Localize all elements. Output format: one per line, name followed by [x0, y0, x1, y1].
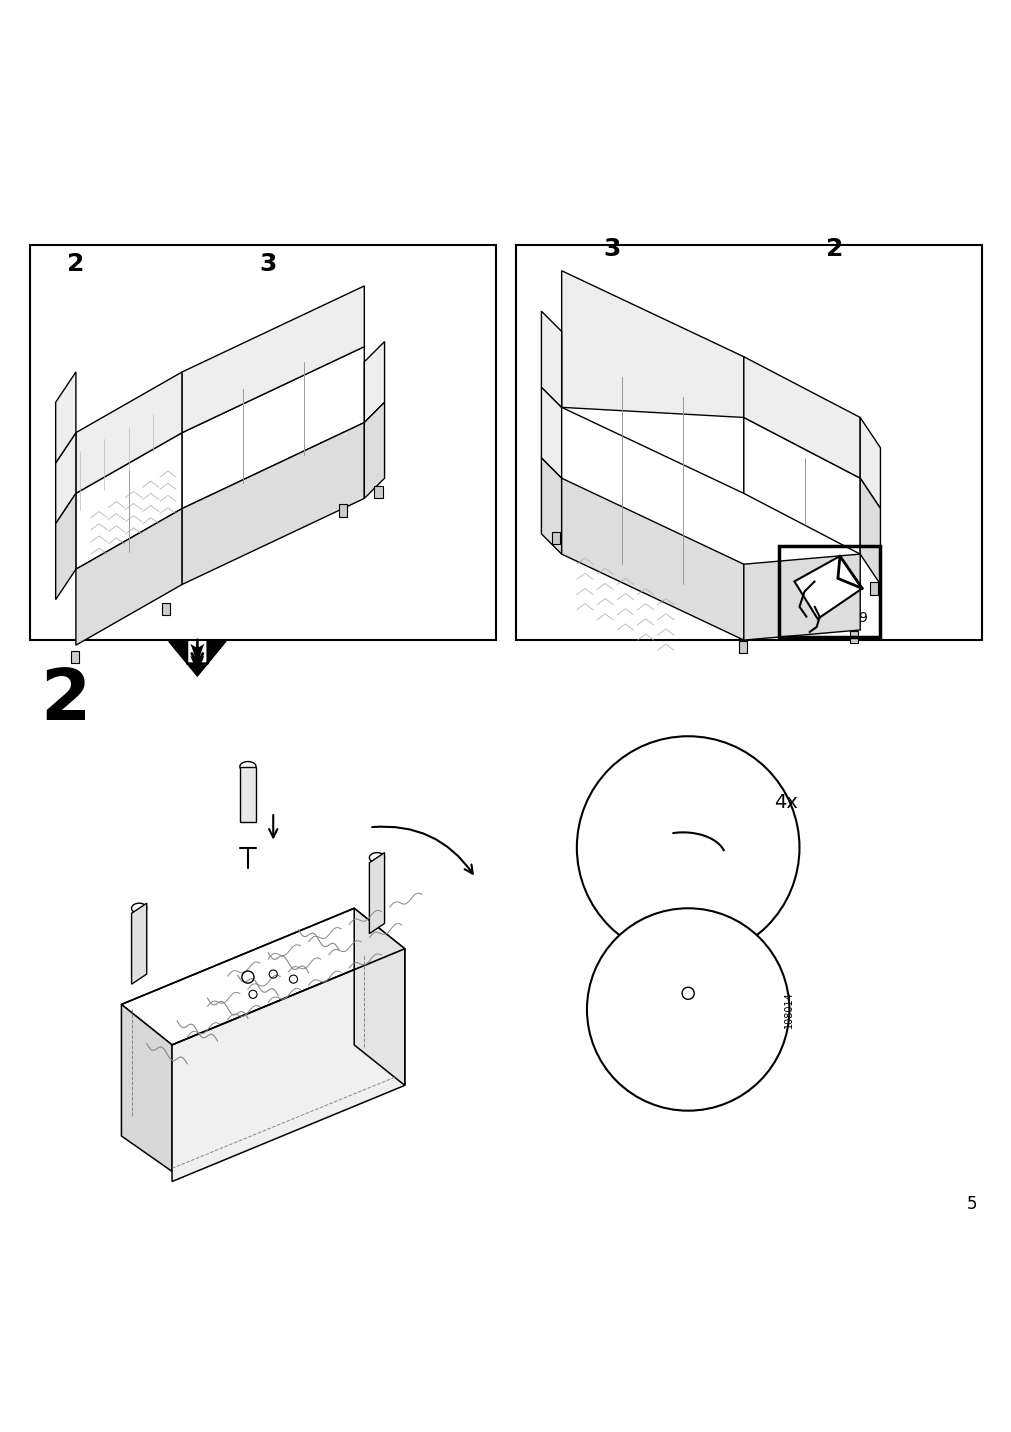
Bar: [71, 652, 79, 663]
Polygon shape: [364, 342, 384, 422]
Polygon shape: [859, 478, 880, 584]
Polygon shape: [660, 766, 705, 884]
Text: 3: 3: [603, 236, 621, 261]
Polygon shape: [182, 347, 364, 508]
Polygon shape: [743, 418, 859, 554]
Polygon shape: [859, 418, 880, 508]
Polygon shape: [794, 556, 861, 619]
Polygon shape: [743, 357, 859, 478]
Polygon shape: [541, 458, 561, 554]
Polygon shape: [182, 286, 364, 432]
Bar: [374, 487, 382, 498]
Text: 4x: 4x: [773, 792, 798, 812]
Polygon shape: [240, 766, 256, 822]
Bar: [657, 987, 718, 1000]
Text: 108014: 108014: [784, 991, 794, 1028]
Polygon shape: [364, 402, 384, 498]
Polygon shape: [541, 387, 561, 478]
Polygon shape: [369, 852, 384, 934]
Polygon shape: [743, 554, 859, 640]
Bar: [869, 583, 878, 594]
Text: 5: 5: [966, 1194, 976, 1213]
Polygon shape: [541, 311, 561, 407]
Polygon shape: [121, 908, 404, 1045]
Polygon shape: [56, 432, 76, 524]
Bar: [162, 603, 170, 614]
Bar: [849, 632, 857, 643]
Circle shape: [576, 736, 799, 959]
Polygon shape: [169, 642, 225, 676]
Polygon shape: [561, 478, 743, 640]
Bar: [516, 245, 981, 640]
Polygon shape: [561, 271, 743, 418]
Polygon shape: [56, 372, 76, 463]
Polygon shape: [76, 432, 182, 570]
Text: 2: 2: [40, 666, 91, 735]
Text: 2: 2: [825, 236, 843, 261]
Polygon shape: [121, 1004, 172, 1171]
Bar: [551, 531, 559, 544]
Polygon shape: [56, 494, 76, 600]
Text: 2: 2: [67, 252, 85, 276]
Polygon shape: [131, 904, 147, 984]
Polygon shape: [76, 372, 182, 494]
Circle shape: [586, 908, 789, 1111]
Bar: [339, 504, 347, 517]
Text: 9: 9: [857, 611, 865, 624]
Polygon shape: [76, 508, 182, 646]
Text: 3: 3: [259, 252, 277, 276]
Polygon shape: [172, 949, 404, 1181]
Bar: [738, 642, 746, 653]
Polygon shape: [354, 908, 404, 1085]
Polygon shape: [561, 331, 743, 494]
Bar: [30, 245, 495, 640]
Polygon shape: [182, 422, 364, 584]
Bar: [778, 546, 880, 637]
